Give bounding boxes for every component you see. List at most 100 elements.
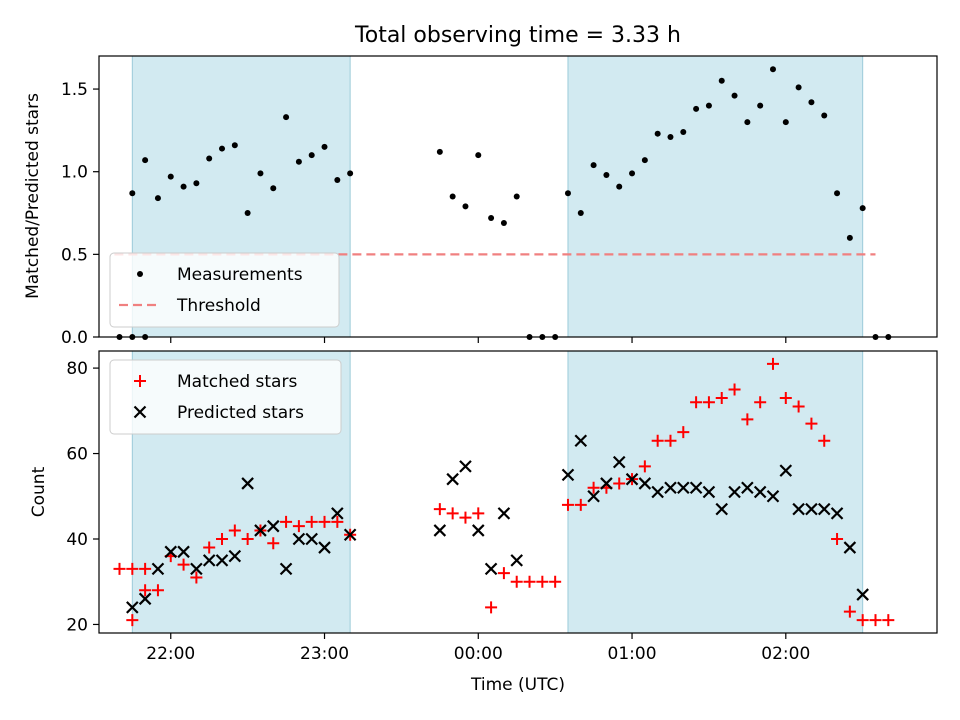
data-point bbox=[651, 434, 664, 447]
x-tick-label: 23:00 bbox=[300, 644, 349, 664]
data-point bbox=[305, 532, 318, 546]
legend-label: Threshold bbox=[176, 296, 261, 316]
data-point bbox=[331, 515, 344, 528]
data-point bbox=[433, 503, 446, 516]
data-point bbox=[180, 183, 187, 190]
data-point bbox=[513, 193, 520, 200]
shaded-interval-2 bbox=[567, 55, 864, 338]
data-point bbox=[638, 477, 652, 490]
data-point bbox=[510, 554, 523, 567]
data-point bbox=[590, 162, 597, 169]
data-point bbox=[510, 575, 523, 588]
data-point bbox=[292, 520, 305, 533]
data-point bbox=[472, 507, 485, 520]
data-point bbox=[215, 554, 229, 567]
data-point bbox=[190, 571, 203, 584]
data-point bbox=[177, 545, 190, 559]
data-point bbox=[843, 541, 857, 554]
data-point bbox=[753, 485, 767, 499]
data-point bbox=[830, 507, 844, 520]
data-point bbox=[779, 392, 792, 404]
legend-label: Predicted stars bbox=[177, 403, 304, 423]
data-point bbox=[702, 485, 716, 499]
data-point bbox=[472, 524, 485, 537]
data-point bbox=[292, 532, 306, 546]
data-point bbox=[654, 130, 661, 137]
data-point bbox=[308, 152, 315, 159]
data-point bbox=[843, 605, 856, 618]
data-point bbox=[600, 477, 613, 490]
data-point bbox=[574, 434, 588, 448]
data-point bbox=[279, 562, 293, 576]
data-point bbox=[497, 567, 510, 580]
data-point bbox=[305, 515, 318, 528]
data-point bbox=[795, 84, 802, 91]
data-point bbox=[126, 562, 139, 575]
data-point bbox=[587, 481, 600, 494]
data-point bbox=[859, 205, 866, 212]
data-point bbox=[882, 614, 895, 627]
data-point bbox=[241, 477, 254, 490]
x-axis-label: Time (UTC) bbox=[470, 675, 565, 695]
data-point bbox=[126, 601, 139, 614]
data-point bbox=[741, 481, 754, 495]
series-1 bbox=[116, 66, 892, 340]
data-point bbox=[318, 515, 331, 528]
data-point bbox=[193, 180, 200, 187]
data-point bbox=[834, 190, 841, 197]
data-point bbox=[334, 176, 341, 183]
x-tick-label: 01:00 bbox=[608, 644, 657, 664]
data-point bbox=[693, 105, 700, 112]
data-point bbox=[154, 195, 161, 202]
data-point bbox=[613, 477, 626, 490]
y-tick-label: 80 bbox=[66, 359, 88, 379]
data-point bbox=[690, 396, 703, 409]
data-point bbox=[244, 210, 251, 217]
data-point bbox=[715, 502, 729, 516]
data-point bbox=[343, 528, 357, 542]
data-point bbox=[190, 562, 203, 576]
data-point bbox=[433, 524, 447, 537]
data-point bbox=[564, 190, 571, 197]
y-tick-label: 0.5 bbox=[61, 245, 88, 265]
data-point bbox=[718, 77, 725, 84]
count-plot: 20 40 60 80 22:00 23:00 00:00 01:00 02:00 Matched… bbox=[66, 350, 938, 664]
data-point bbox=[667, 133, 674, 140]
data-point bbox=[680, 129, 687, 136]
data-point bbox=[280, 515, 293, 528]
legend-box bbox=[109, 252, 340, 328]
y-tick-label: 0.0 bbox=[61, 328, 88, 348]
data-point bbox=[612, 455, 626, 469]
data-point bbox=[856, 614, 869, 627]
legend: Measurements Threshold bbox=[109, 252, 340, 328]
legend-marker-x bbox=[133, 405, 147, 419]
data-point bbox=[757, 102, 764, 109]
data-point bbox=[497, 507, 511, 520]
data-point bbox=[219, 145, 226, 152]
data-point bbox=[769, 66, 776, 73]
data-point bbox=[549, 575, 562, 588]
series-2 bbox=[126, 434, 869, 614]
data-point bbox=[126, 614, 139, 627]
data-point bbox=[295, 158, 302, 165]
data-point bbox=[741, 413, 754, 426]
data-point bbox=[677, 426, 690, 439]
series-1 bbox=[113, 357, 895, 627]
data-point bbox=[459, 460, 472, 473]
data-point bbox=[818, 434, 831, 447]
data-point bbox=[625, 472, 639, 486]
legend: Matched stars Predicted stars bbox=[109, 359, 342, 435]
x-tick-label: 00:00 bbox=[454, 644, 503, 664]
data-point bbox=[151, 584, 164, 597]
data-point bbox=[869, 614, 882, 627]
y-tick-label: 1.0 bbox=[61, 163, 88, 183]
data-point bbox=[523, 575, 536, 588]
data-point bbox=[266, 519, 280, 533]
y-tick-label: 40 bbox=[66, 530, 88, 550]
data-point bbox=[485, 601, 498, 614]
data-point bbox=[267, 537, 280, 550]
data-point bbox=[731, 92, 738, 99]
data-point bbox=[446, 507, 459, 520]
legend-label: Matched stars bbox=[177, 372, 297, 392]
data-point bbox=[587, 489, 600, 503]
